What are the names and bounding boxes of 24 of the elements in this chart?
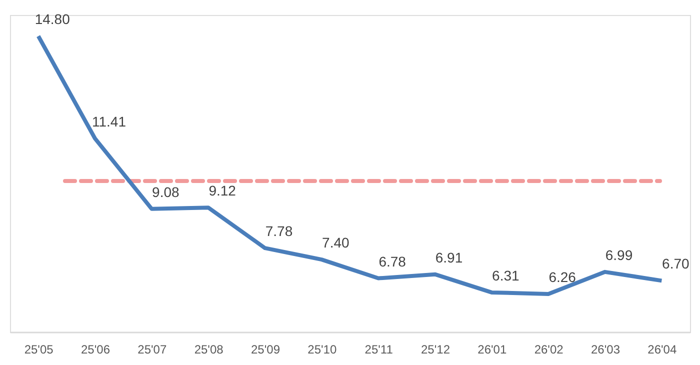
data-label: 7.78 [265, 223, 293, 240]
x-tick-label: 26'03 [591, 342, 620, 356]
data-label: 6.70 [662, 256, 690, 272]
x-tick-label: 25'09 [251, 342, 280, 356]
data-label: 11.41 [92, 113, 126, 130]
x-tick-label: 26'02 [534, 342, 564, 356]
x-tick-label: 25'08 [194, 342, 224, 356]
data-label: 6.91 [435, 249, 463, 266]
data-label: 14.80 [34, 11, 70, 28]
data-label: 9.08 [152, 184, 180, 200]
data-label: 6.99 [605, 246, 633, 263]
data-label: 6.78 [378, 253, 406, 270]
x-tick-label: 26'04 [648, 342, 677, 356]
data-label: 6.26 [548, 268, 576, 285]
x-tick-label: 25'10 [308, 342, 337, 356]
data-label: 6.31 [492, 267, 520, 284]
data-label: 9.12 [208, 182, 236, 199]
x-tick-label: 25'07 [138, 342, 167, 356]
x-tick-label: 26'01 [478, 342, 507, 356]
x-tick-label: 25'05 [24, 342, 54, 356]
x-tick-label: 25'06 [81, 342, 110, 356]
x-tick-label: 25'11 [364, 342, 394, 356]
data-label: 7.40 [322, 234, 350, 251]
x-tick-label: 25'12 [421, 342, 450, 356]
